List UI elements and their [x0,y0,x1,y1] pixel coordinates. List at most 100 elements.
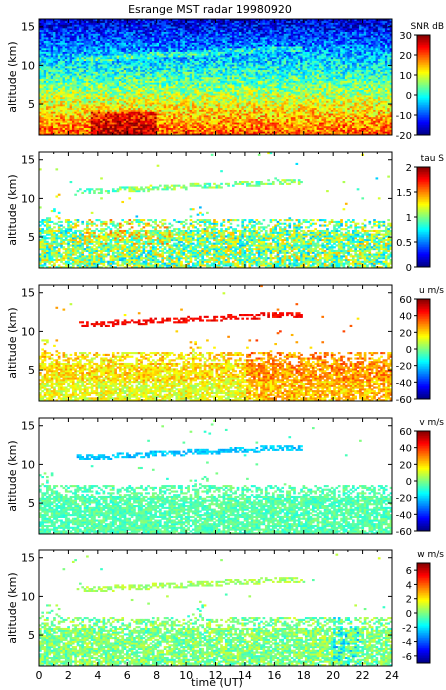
heatmap-cell [126,118,129,121]
heatmap-cell [76,96,80,100]
heatmap-cell [121,42,125,45]
heatmap-cell [151,87,155,90]
heatmap-cell [215,93,219,96]
heatmap-cell [69,38,73,42]
heatmap-cell [107,100,110,103]
heatmap-cell [208,55,212,58]
heatmap-cell [126,38,129,42]
heatmap-cell [130,40,134,43]
heatmap-cell [137,125,141,129]
heatmap-cell [175,42,179,45]
heatmap-cell [102,124,106,127]
heatmap-cell [166,80,169,83]
heatmap-cell [50,26,54,29]
heatmap-cell [177,91,181,94]
heatmap-cell [220,124,223,127]
heatmap-cell [151,35,155,38]
heatmap-cell [79,124,82,127]
heatmap-cell [43,115,47,118]
heatmap-cell [53,20,56,23]
heatmap-cell [83,64,87,67]
heatmap-cell [41,20,44,23]
heatmap-cell [81,77,85,80]
heatmap-cell [130,100,134,103]
heatmap-cell [161,116,165,119]
heatmap-cell [114,122,117,125]
heatmap-cell [39,120,42,123]
heatmap-cell [109,122,113,125]
heatmap-cell [43,31,47,34]
heatmap-cell [147,122,150,125]
heatmap-cell [100,22,103,25]
heatmap-cell [135,73,139,76]
heatmap-cell [123,91,127,94]
heatmap-cell [175,20,179,23]
heatmap-cell [184,57,188,60]
heatmap-cell [133,35,136,38]
heatmap-cell [189,46,193,49]
heatmap-cell [140,118,143,121]
heatmap-cell [208,84,212,87]
heatmap-cell [199,46,202,49]
heatmap-cell [208,129,212,132]
heatmap-cell [111,95,115,98]
heatmap-cell [64,131,68,134]
heatmap-cell [166,96,169,100]
heatmap-cell [116,102,120,105]
heatmap-cell [86,98,89,101]
heatmap-cell [121,67,125,71]
heatmap-cell [46,48,49,51]
heatmap-cell [116,116,120,119]
heatmap-cell [144,87,148,90]
heatmap-cell [121,38,125,42]
heatmap-cell [93,51,96,54]
heatmap-cell [111,77,115,80]
heatmap-cell [104,96,108,100]
heatmap-cell [187,102,190,105]
heatmap-cell [48,102,52,105]
heatmap-cell [107,102,110,105]
heatmap-cell [97,120,101,123]
heatmap-cell [109,98,113,101]
heatmap-cell [173,58,176,61]
heatmap-cell [39,28,42,31]
heatmap-cell [151,37,155,40]
heatmap-cell [109,22,113,25]
heatmap-cell [137,102,141,105]
heatmap-cell [149,96,153,100]
heatmap-cell [137,133,141,136]
heatmap-cell [121,51,125,54]
heatmap-cell [126,115,129,118]
heatmap-cell [220,67,223,71]
heatmap-cell [142,33,146,36]
heatmap-cell [86,125,89,129]
heatmap-cell [128,75,132,78]
heatmap-cell [210,133,214,136]
heatmap-cell [191,60,195,63]
heatmap-cell [39,71,42,74]
heatmap-cell [175,67,179,71]
heatmap-cell [173,107,176,110]
heatmap-cell [180,113,183,116]
heatmap-cell [121,71,125,74]
heatmap-cell [191,35,195,38]
heatmap-cell [48,73,52,76]
heatmap-cell [55,26,59,29]
heatmap-cell [166,35,169,38]
heatmap-cell [74,26,77,29]
heatmap-cell [199,33,202,36]
heatmap-cell [130,96,134,100]
heatmap-cell [102,58,106,61]
heatmap-cell [93,35,96,38]
heatmap-cell [213,24,216,27]
heatmap-cell [83,35,87,38]
heatmap-cell [220,28,223,31]
heatmap-cell [67,106,70,109]
heatmap-cell [50,29,54,32]
heatmap-cell [64,49,68,52]
heatmap-cell [184,53,188,56]
heatmap-cell [156,129,160,132]
heatmap-cell [53,55,56,58]
heatmap-cell [191,73,195,76]
heatmap-cell [107,116,110,119]
